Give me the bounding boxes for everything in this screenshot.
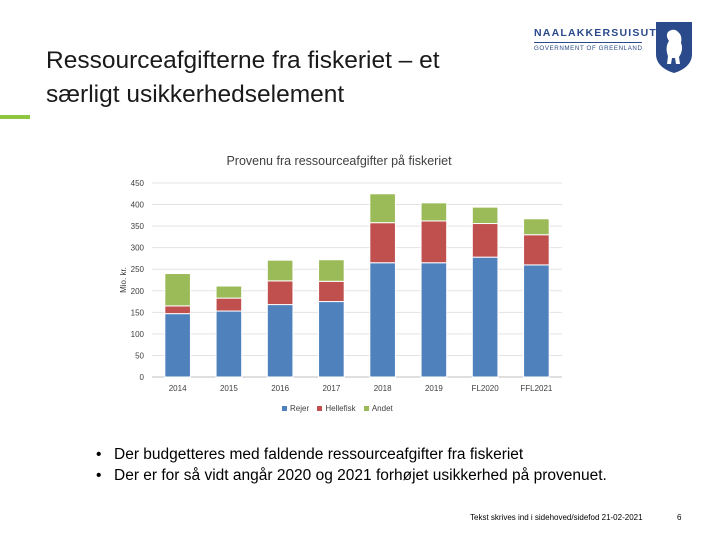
x-tick-label: FFL2021 (520, 384, 553, 393)
bar-hellefisk-2016 (266, 280, 294, 306)
accent-bar (0, 115, 30, 119)
legend-item-hellefisk: Hellefisk (317, 404, 356, 413)
government-logo: NAALAKKERSUISUT GOVERNMENT OF GREENLAND (532, 14, 708, 78)
y-tick-label: 50 (135, 351, 144, 360)
bar-rejer-2016 (266, 304, 294, 378)
bar-hellefisk-2019 (420, 220, 448, 264)
slide-title-line1: Ressourceafgifterne fra fiskeriet – et (46, 47, 440, 74)
legend-swatch-hellefisk (317, 406, 323, 412)
legend-swatch-andet (363, 406, 369, 412)
y-tick-label: 350 (131, 222, 145, 231)
y-tick-label: 150 (131, 308, 145, 317)
bar-rejer-ffl2021 (523, 264, 550, 378)
x-tick-label: 2014 (169, 384, 187, 393)
bullet-item: • Der budgetteres med faldende ressourcea… (96, 444, 656, 465)
bar-rejer-2017 (318, 301, 345, 378)
y-tick-label: 250 (131, 265, 145, 274)
legend-item-rejer: Rejer (282, 404, 309, 413)
logo-subtitle: GOVERNMENT OF GREENLAND (534, 45, 643, 52)
gridlines (152, 182, 562, 378)
bar-andet-fl2020 (471, 206, 499, 225)
page-number: 6 (677, 513, 682, 522)
legend-item-andet: Andet (363, 404, 393, 413)
bar-rejer-2018 (369, 262, 396, 378)
bar-rejer-2019 (420, 262, 448, 378)
bullet-dot: • (96, 446, 102, 463)
legend-label-rejer: Rejer (290, 404, 310, 413)
bar-hellefisk-2018 (369, 222, 396, 264)
x-tick-label: 2015 (220, 384, 238, 393)
bar-hellefisk-2014 (164, 305, 191, 315)
bar-andet-2018 (369, 193, 396, 224)
polar-bear-crest-icon (656, 22, 692, 73)
bullet-list: • Der budgetteres med faldende ressourcea… (96, 444, 656, 486)
y-tick-label: 0 (140, 373, 145, 382)
logo-wordmark: NAALAKKERSUISUT (534, 27, 657, 39)
slide-title: Ressourceafgifterne fra fiskeriet – et s… (46, 44, 516, 112)
bullet-text: Der er for så vidt angår 2020 og 2021 fo… (114, 467, 607, 484)
y-tick-label: 400 (131, 201, 145, 210)
legend-label-hellefisk: Hellefisk (325, 404, 356, 413)
x-tick-label: 2018 (374, 384, 392, 393)
legend-label-andet: Andet (371, 404, 393, 413)
bar-hellefisk-2017 (318, 280, 345, 303)
bar-rejer-2015 (215, 310, 243, 378)
logo-divider (534, 42, 642, 43)
y-tick-label: 100 (131, 330, 145, 339)
bar-andet-2017 (318, 259, 345, 282)
bar-rejer-fl2020 (471, 256, 499, 378)
y-tick-label: 200 (131, 287, 145, 296)
bar-andet-2016 (266, 259, 294, 282)
bar-hellefisk-fl2020 (471, 223, 499, 258)
bullet-text: Der budgetteres med faldende ressourceaf… (114, 446, 524, 463)
x-tick-label: 2019 (425, 384, 443, 393)
x-tick-label: 2017 (322, 384, 340, 393)
bar-andet-2019 (420, 202, 448, 222)
legend-swatch-rejer (282, 406, 287, 412)
bar-hellefisk-ffl2021 (523, 234, 550, 266)
bars (164, 193, 550, 378)
x-tick-label: FL2020 (472, 384, 500, 393)
y-tick-label: 300 (131, 244, 145, 253)
bullet-item: • Der er for så vidt angår 2020 og 2021 f… (96, 465, 656, 486)
bullet-dot: • (96, 467, 102, 484)
bar-hellefisk-2015 (215, 297, 243, 312)
y-axis-ticks: 0 50 100 150 200 250 300 350 400 450 (131, 179, 145, 382)
y-tick-label: 450 (131, 179, 145, 188)
chart-title: Provenu fra ressourceafgifter på fiskeri… (226, 154, 452, 168)
x-tick-label: 2016 (271, 384, 289, 393)
footer-text: Tekst skrives ind i sidehoved/sidefod 21… (470, 513, 643, 522)
x-axis-ticks: 2014 2015 2016 2017 2018 2019 FL2020 FFL2021 (169, 384, 553, 393)
bar-andet-ffl2021 (523, 218, 550, 236)
bar-rejer-2014 (164, 313, 191, 378)
slide-title-line2: særligt usikkerhedselement (46, 81, 345, 108)
y-axis-label: Mio. kr. (119, 267, 128, 293)
bar-andet-2015 (215, 285, 243, 299)
chart-legend: Rejer Hellefisk Andet (282, 404, 399, 413)
bar-andet-2014 (164, 273, 191, 307)
